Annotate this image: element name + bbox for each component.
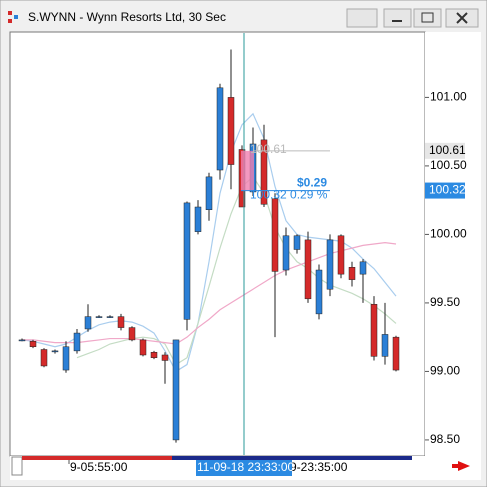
x-tick-label: 9-23:35:00 (290, 460, 348, 474)
candle-body (117, 316, 125, 328)
x-tick-label: 9-05:55:00 (70, 460, 128, 474)
candle-body (370, 304, 378, 357)
candle-body (304, 239, 312, 300)
app-icon (8, 19, 12, 23)
candle-body (392, 336, 400, 371)
scroll-right-arrow[interactable] (452, 461, 470, 471)
candle-body (359, 261, 367, 275)
price-marker-label: 100.61 (429, 143, 466, 157)
candle-body (84, 316, 92, 330)
candle-body (73, 332, 81, 352)
candle-body (62, 346, 70, 371)
y-tick-label: 99.00 (430, 364, 460, 378)
y-tick-label: 100.50 (430, 158, 467, 172)
maximize-glyph (421, 12, 434, 23)
candle-body (315, 269, 323, 315)
candle-body (205, 176, 213, 210)
moving-average (21, 112, 397, 373)
candle-body (150, 351, 158, 358)
candle-body (128, 327, 136, 341)
y-tick-label: 98.50 (430, 432, 460, 446)
candle-body (216, 87, 224, 171)
candle-body (172, 339, 180, 441)
measure-start-label: 100.61 (250, 142, 287, 156)
y-tick-label: 99.50 (430, 295, 460, 309)
plot: 98.50 99.00 99.50 100.00 100.50 101.00 9-05:55… (18, 33, 467, 476)
y-tick-label: 101.00 (430, 90, 467, 104)
scroll-box[interactable] (11, 456, 23, 476)
change-label: $0.29 (297, 176, 327, 190)
price-axis (425, 32, 481, 456)
app-icon (8, 11, 12, 15)
candle-body (271, 198, 279, 272)
candle-body (260, 139, 268, 205)
candle-body (326, 239, 334, 290)
window-title: S.WYNN - Wynn Resorts Ltd, 30 Sec (28, 10, 226, 24)
cursor-time-box (196, 460, 292, 476)
selection (241, 150, 254, 191)
candle-body (293, 235, 301, 250)
price-marker (425, 142, 465, 159)
candle-body (40, 349, 48, 367)
price-marker (425, 182, 465, 199)
price-marker-label: 100.32 (429, 183, 466, 197)
scrollbar-left[interactable] (22, 456, 172, 460)
candle-body (337, 235, 345, 275)
candle-body (183, 202, 191, 320)
candle-body (161, 354, 169, 361)
minimize-button[interactable] (383, 8, 412, 28)
candle-body (106, 316, 114, 318)
candle-body (282, 235, 290, 271)
candle-body (227, 97, 235, 165)
candle-body (18, 339, 26, 342)
link-button[interactable] (346, 8, 378, 28)
y-tick-label: 100.00 (430, 227, 467, 241)
maximize-button[interactable] (413, 8, 442, 28)
app-icon (14, 15, 18, 19)
candle-body (381, 334, 389, 357)
candle-body (194, 206, 202, 232)
candle-body (139, 339, 147, 356)
candle-body (348, 267, 356, 280)
cursor-time-label: 11-09-18 23:33:00 (197, 460, 295, 474)
candle-body (29, 341, 37, 348)
candle-body (51, 350, 59, 353)
change-detail-label: 100.32 0.29 % (250, 188, 328, 202)
moving-average (22, 242, 397, 345)
candle-body (95, 316, 103, 318)
close-glyph (456, 12, 468, 24)
scrollbar-right[interactable] (172, 456, 412, 460)
